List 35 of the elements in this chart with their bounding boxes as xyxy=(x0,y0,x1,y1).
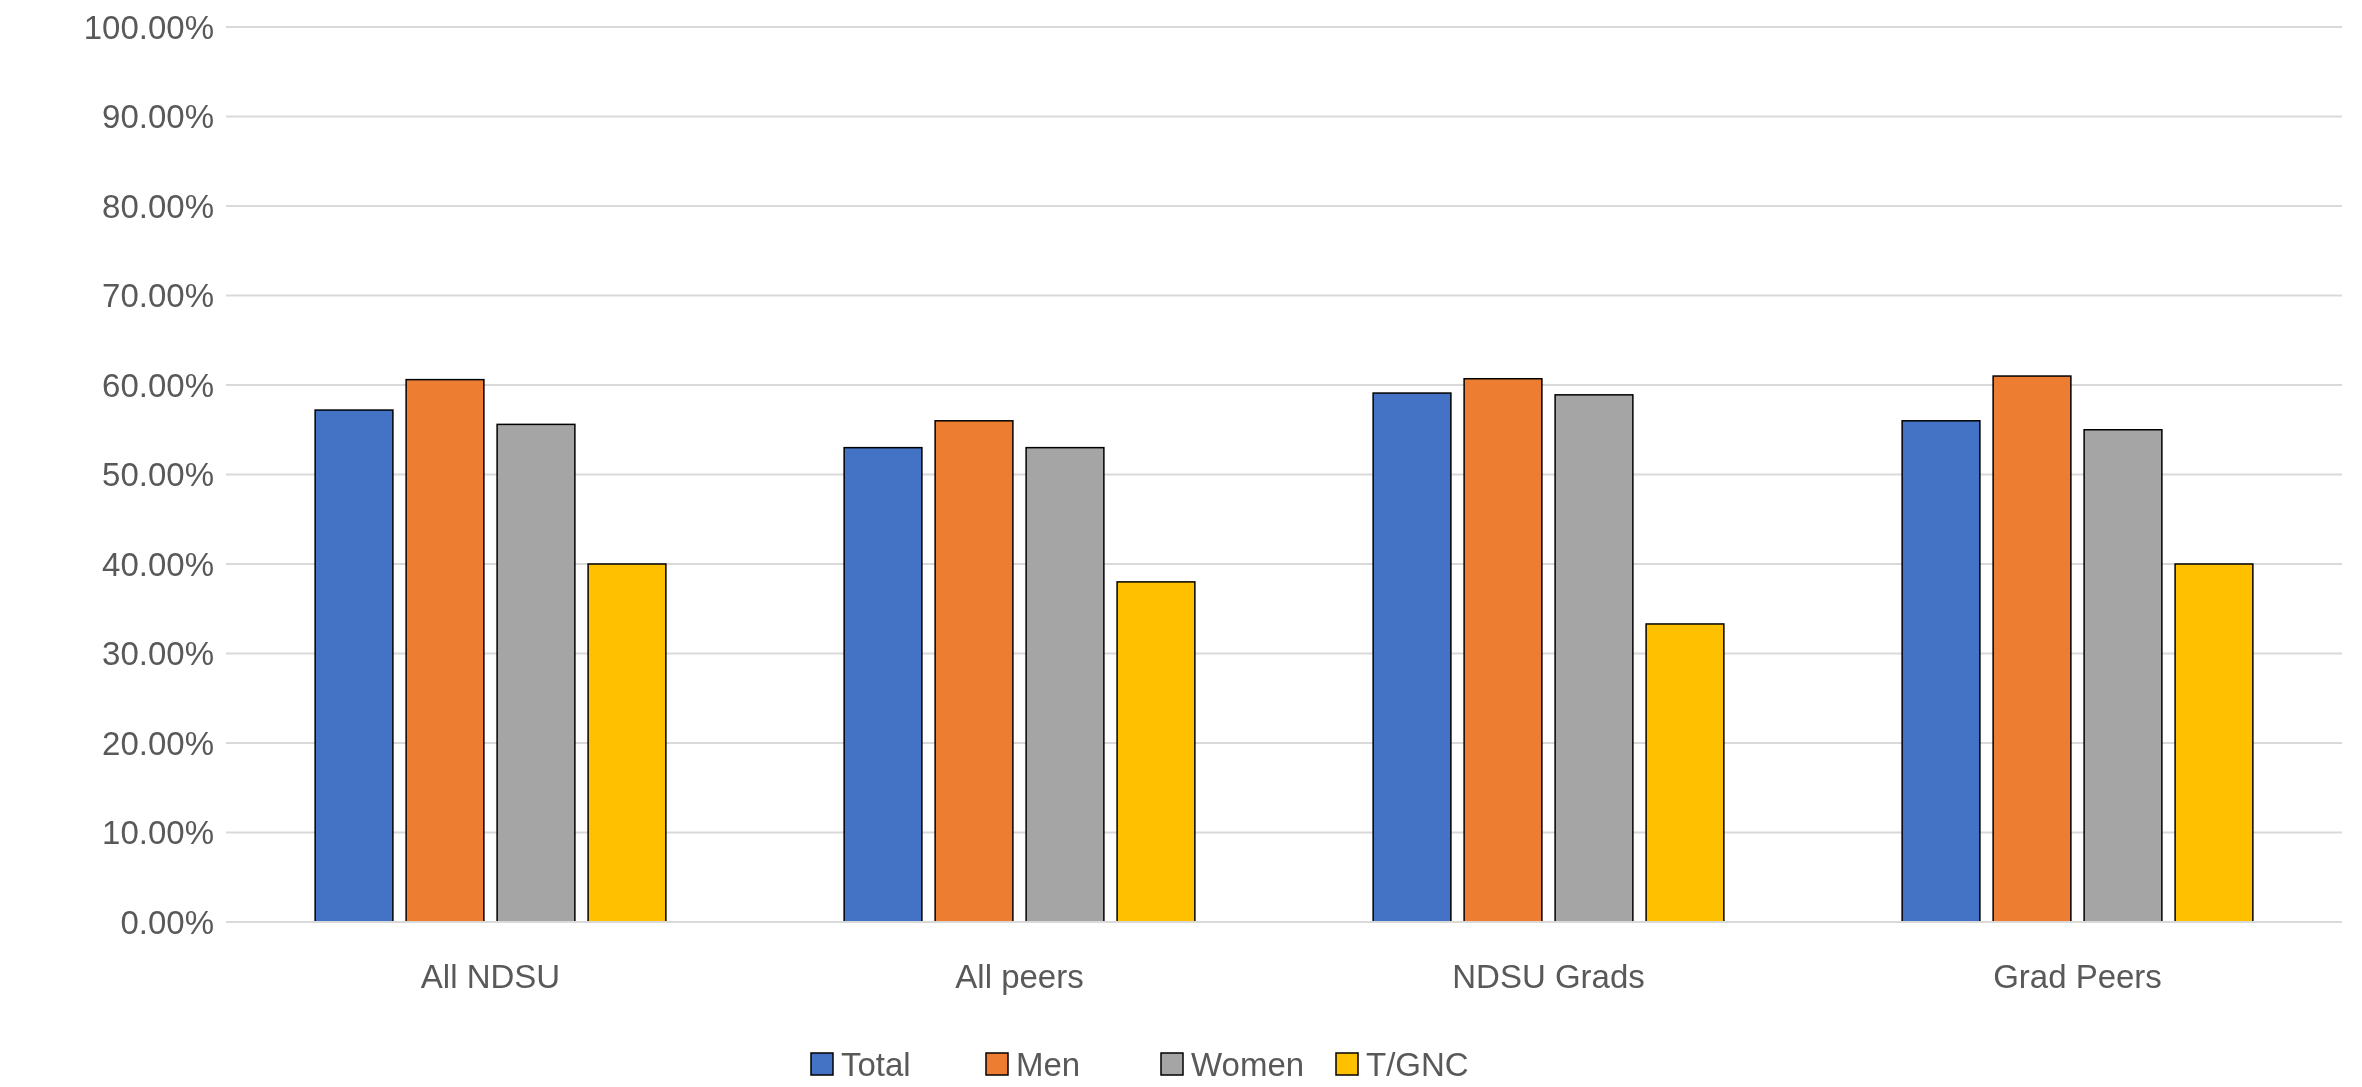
bar xyxy=(314,409,394,923)
bar xyxy=(1463,377,1543,923)
bar xyxy=(1025,446,1105,923)
bar xyxy=(1116,581,1196,923)
legend-label: Women xyxy=(1191,1045,1305,1083)
x-tick-label: NDSU Grads xyxy=(1452,958,1645,995)
bar xyxy=(1901,420,1981,923)
y-tick-label: 0.00% xyxy=(120,903,214,941)
bar xyxy=(405,378,485,923)
y-tick-label: 10.00% xyxy=(102,814,214,852)
legend-label: Total xyxy=(841,1045,911,1083)
legend-label: Men xyxy=(1016,1045,1081,1083)
bar xyxy=(1372,392,1452,923)
bar xyxy=(2174,563,2254,923)
x-tick-label: Grad Peers xyxy=(1993,958,2162,995)
y-tick-label: 30.00% xyxy=(102,635,214,673)
y-tick-label: 70.00% xyxy=(102,277,214,315)
x-tick-label: All NDSU xyxy=(420,958,561,995)
y-tick-label: 80.00% xyxy=(102,187,214,225)
y-tick-label: 90.00% xyxy=(102,98,214,136)
x-tick-label: All peers xyxy=(955,958,1084,995)
y-tick-label: 40.00% xyxy=(102,545,214,583)
y-tick-label: 60.00% xyxy=(102,366,214,404)
y-tick-label: 100.00% xyxy=(83,8,214,46)
y-tick-label: 50.00% xyxy=(102,456,214,494)
bar xyxy=(934,420,1014,923)
bar xyxy=(2083,429,2163,923)
legend-label: T/GNC xyxy=(1366,1045,1469,1083)
y-tick-label: 20.00% xyxy=(102,724,214,762)
bar xyxy=(843,446,923,923)
bar xyxy=(1645,623,1725,923)
bar xyxy=(587,563,667,923)
bar xyxy=(496,423,576,923)
bar xyxy=(1992,375,2072,923)
bar xyxy=(1554,394,1634,923)
